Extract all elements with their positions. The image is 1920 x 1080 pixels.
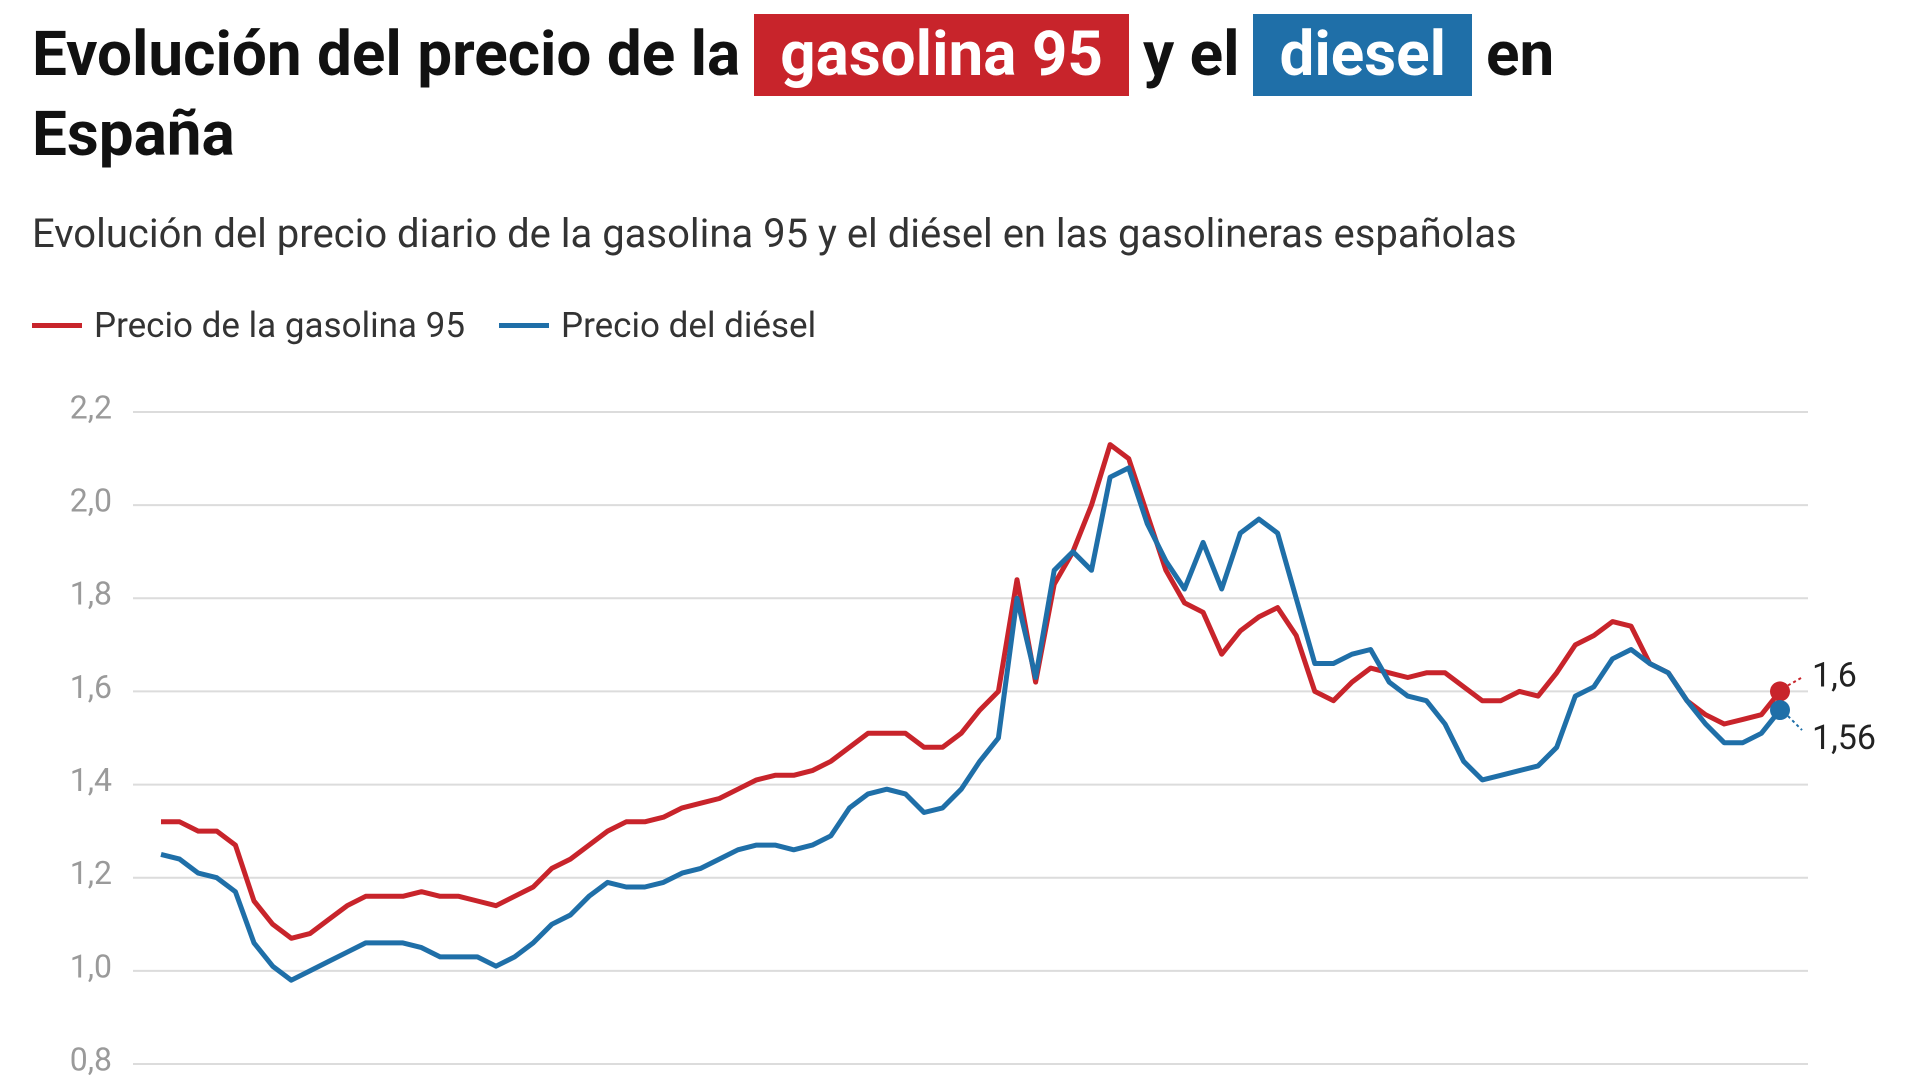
end-dot <box>1770 700 1790 721</box>
title-text: España <box>32 98 235 171</box>
y-tick-label: 1,6 <box>70 668 112 706</box>
title-highlight: gasolina 95 <box>754 14 1129 96</box>
title-highlight: diesel <box>1253 14 1473 96</box>
y-tick-label: 2,2 <box>70 388 112 426</box>
title-text: Evolución del precio de la <box>32 18 741 91</box>
y-tick-label: 1,0 <box>70 947 112 985</box>
legend-label: Precio del diésel <box>561 305 817 346</box>
subtitle: Evolución del precio diario de la gasoli… <box>32 210 1517 257</box>
y-tick-label: 1,8 <box>70 575 112 613</box>
legend-item: Precio de la gasolina 95 <box>32 305 465 346</box>
y-tick-label: 1,4 <box>70 761 112 799</box>
chart-title: Evolución del precio de la gasolina 95 y e… <box>32 14 1832 174</box>
end-label: 1,6 <box>1812 655 1857 695</box>
label-connector <box>1787 676 1803 687</box>
legend-swatch <box>32 323 82 328</box>
legend: Precio de la gasolina 95 Precio del diése… <box>32 305 816 346</box>
label-connector <box>1787 715 1803 731</box>
series-line <box>160 465 1782 983</box>
title-text: en <box>1486 18 1555 91</box>
series-line <box>161 442 1782 941</box>
legend-label: Precio de la gasolina 95 <box>94 305 465 346</box>
end-dot <box>1770 681 1790 702</box>
y-tick-label: 1,2 <box>70 854 112 892</box>
title-text: y el <box>1142 18 1240 91</box>
y-tick-label: 2,0 <box>70 482 112 520</box>
legend-swatch <box>499 323 549 328</box>
legend-item: Precio del diésel <box>499 305 816 346</box>
y-tick-label: 0,8 <box>70 1040 112 1078</box>
end-label: 1,56 <box>1812 718 1876 758</box>
